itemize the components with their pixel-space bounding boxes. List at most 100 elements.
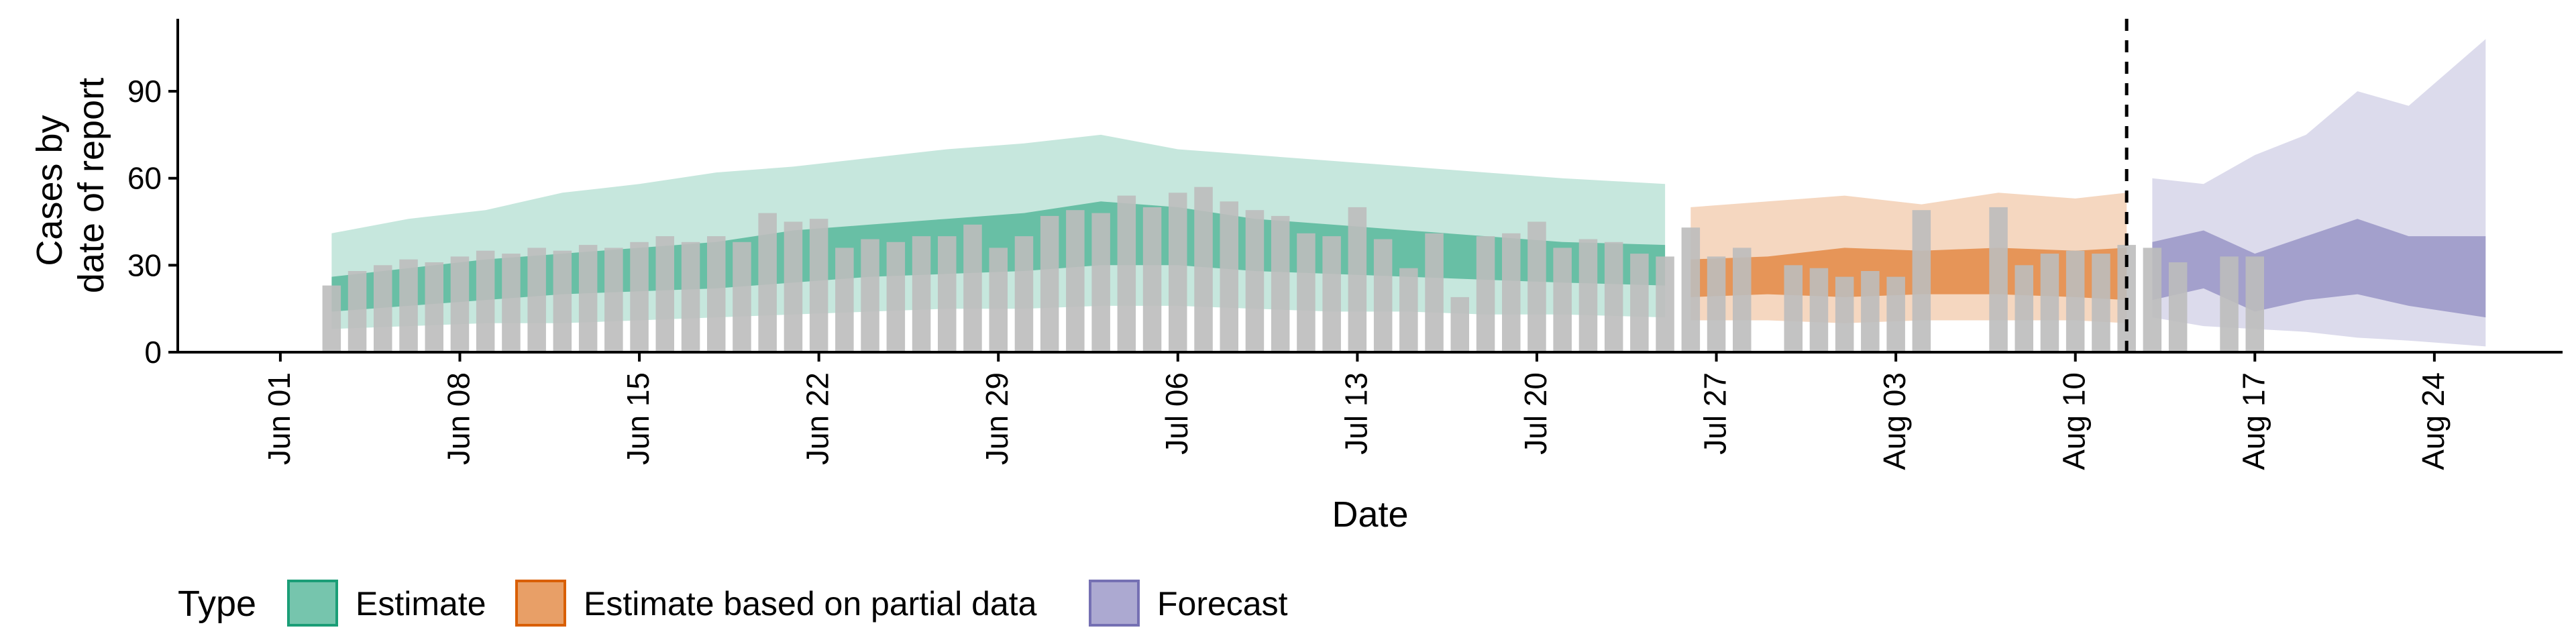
bar xyxy=(1527,221,1546,352)
bar xyxy=(1040,215,1059,352)
bar xyxy=(1861,271,1880,352)
bar xyxy=(1681,227,1701,352)
bar xyxy=(1091,213,1110,352)
bar xyxy=(2015,265,2033,352)
bar xyxy=(1578,239,1598,352)
bar xyxy=(2168,262,2188,352)
bar xyxy=(1450,297,1469,352)
x-axis-title: Date xyxy=(1332,494,1408,535)
bar xyxy=(1886,276,1905,352)
legend-label: Estimate xyxy=(356,585,486,623)
bar xyxy=(989,248,1008,352)
x-tick-label: Jun 22 xyxy=(800,372,835,465)
bar xyxy=(1425,233,1444,352)
bar xyxy=(861,239,879,352)
y-tick-label: 0 xyxy=(144,335,162,370)
bar xyxy=(347,271,367,352)
x-tick-label: Jun 29 xyxy=(979,372,1014,465)
bar xyxy=(1169,193,1187,352)
bar xyxy=(1271,215,1290,352)
bar xyxy=(1912,210,1931,352)
y-tick-label: 60 xyxy=(127,161,162,196)
x-tick-label: Aug 24 xyxy=(2416,372,2451,470)
x-tick-label: Jun 08 xyxy=(441,372,476,465)
bar xyxy=(1604,241,1623,352)
bar xyxy=(1656,256,1674,352)
bar xyxy=(1630,254,1649,352)
x-tick-label: Jul 13 xyxy=(1338,372,1373,455)
bar xyxy=(527,248,546,352)
bar xyxy=(630,241,649,352)
bar xyxy=(476,250,495,352)
legend-items: Estimate Estimate based on partial data Fo… xyxy=(287,580,1288,627)
bar xyxy=(1117,195,1136,352)
bar xyxy=(1809,268,1829,352)
bar xyxy=(758,213,777,352)
bar xyxy=(2040,254,2059,352)
bar xyxy=(1553,248,1572,352)
bars-layer xyxy=(322,186,2264,352)
bar xyxy=(1373,239,1393,352)
bar xyxy=(578,245,598,352)
bar xyxy=(1784,265,1803,352)
bar xyxy=(1322,236,1341,352)
legend: Type Estimate Estimate based on partial d… xyxy=(178,580,1288,627)
bar xyxy=(681,241,700,352)
bar xyxy=(1014,236,1034,352)
legend-swatch xyxy=(515,580,566,627)
y-ticks: 0 30 60 90 xyxy=(127,74,178,370)
x-tick-label: Jun 15 xyxy=(621,372,655,465)
bar xyxy=(1733,248,1752,352)
y-tick-label: 90 xyxy=(127,74,162,109)
bar xyxy=(707,236,726,352)
bar xyxy=(963,224,982,352)
bar xyxy=(425,262,443,352)
bar xyxy=(655,236,674,352)
bar xyxy=(2143,248,2162,352)
bar xyxy=(374,265,392,352)
x-tick-label: Jul 27 xyxy=(1698,372,1733,455)
bar xyxy=(912,236,931,352)
bar xyxy=(1399,268,1418,352)
bar xyxy=(938,236,957,352)
bar xyxy=(553,250,572,352)
bar xyxy=(1297,233,1316,352)
y-axis-title-line-1: Cases by xyxy=(30,115,70,266)
x-tick-label: Jul 06 xyxy=(1159,372,1194,455)
legend-label: Forecast xyxy=(1157,585,1288,623)
bar xyxy=(2065,250,2085,352)
bar xyxy=(2245,256,2264,352)
bar xyxy=(1142,207,1162,352)
bar xyxy=(784,221,803,352)
bar xyxy=(1194,186,1213,352)
bar xyxy=(1476,236,1495,352)
bar xyxy=(1989,207,2008,352)
legend-swatch xyxy=(287,580,338,627)
legend-swatch xyxy=(1089,580,1140,627)
y-tick-label: 30 xyxy=(127,248,162,282)
x-tick-label: Aug 10 xyxy=(2057,372,2092,470)
bar xyxy=(809,219,828,352)
bar xyxy=(322,285,341,352)
bar xyxy=(2092,254,2110,352)
bar xyxy=(733,241,751,352)
y-axis-title: Cases by date of report xyxy=(30,78,111,293)
bar xyxy=(1502,233,1521,352)
bar xyxy=(604,248,623,352)
legend-title: Type xyxy=(178,584,256,624)
bar xyxy=(1220,201,1238,352)
bar xyxy=(2220,256,2239,352)
bar xyxy=(450,256,470,352)
bar xyxy=(1066,210,1085,352)
bar xyxy=(886,241,906,352)
bar xyxy=(1835,276,1854,352)
y-axis-title-line-2: date of report xyxy=(71,78,111,293)
x-ticks: Jun 01 Jun 08 Jun 15 Jun 22 Jun 29 Jul 06 Jul … xyxy=(262,352,2451,470)
bar xyxy=(1348,207,1367,352)
x-tick-label: Aug 03 xyxy=(1877,372,1912,470)
x-tick-label: Jul 20 xyxy=(1518,372,1553,455)
bar xyxy=(502,254,521,352)
